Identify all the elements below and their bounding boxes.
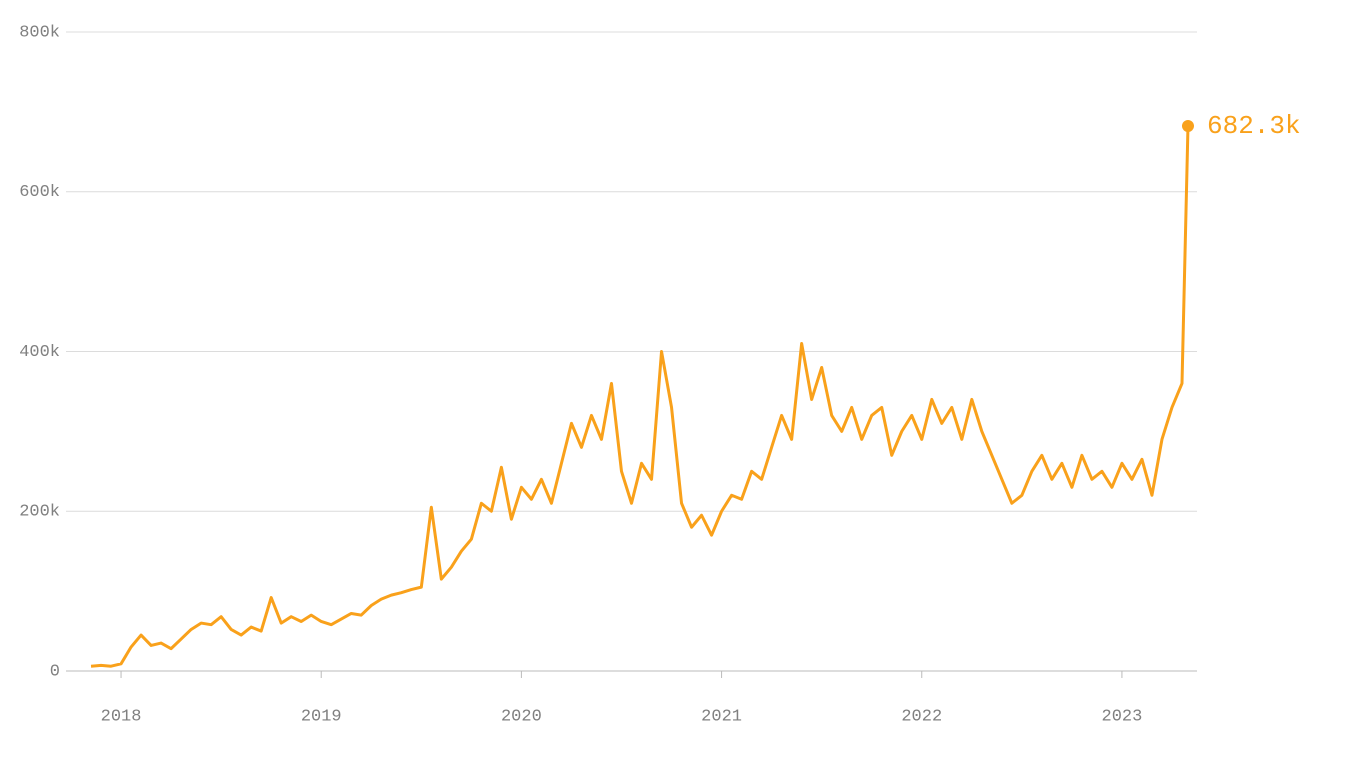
- line: [90, 125, 1190, 668]
- y-tick-label: 200k: [19, 503, 60, 522]
- x-tick-label: 2022: [901, 707, 942, 726]
- end-label: 682.3k: [1207, 111, 1301, 141]
- y-tick-label: 600k: [19, 183, 60, 202]
- y-tick-label: 0: [50, 662, 60, 681]
- x-tick-label: 2020: [501, 707, 542, 726]
- x-tick-label: 2021: [701, 707, 742, 726]
- y-tick-label: 400k: [19, 343, 60, 362]
- x-tick-label: 2019: [301, 707, 342, 726]
- x-tick-label: 2018: [101, 707, 142, 726]
- y-tick-label: 800k: [19, 23, 60, 42]
- x-tick-label: 2023: [1102, 707, 1143, 726]
- end-dot: [1181, 120, 1194, 133]
